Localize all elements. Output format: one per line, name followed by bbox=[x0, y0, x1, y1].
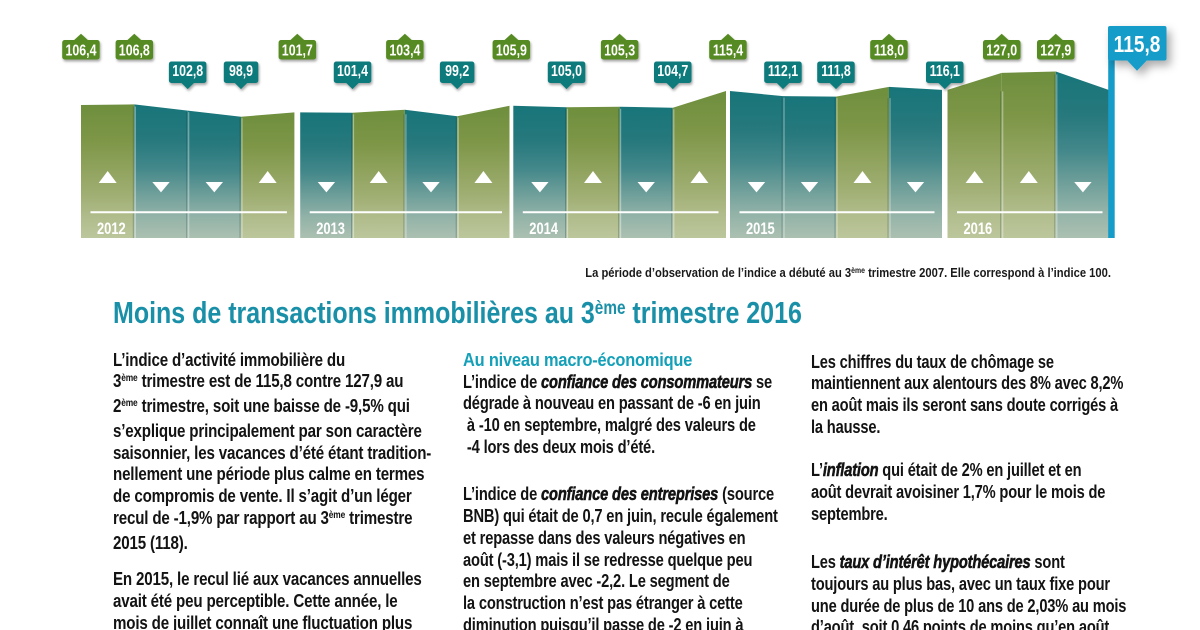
svg-text:118,0: 118,0 bbox=[874, 41, 904, 59]
svg-text:112,1: 112,1 bbox=[768, 61, 798, 79]
svg-text:105,9: 105,9 bbox=[496, 41, 527, 59]
svg-text:106,4: 106,4 bbox=[66, 41, 97, 59]
svg-text:115,4: 115,4 bbox=[713, 41, 743, 59]
svg-text:2015: 2015 bbox=[746, 219, 775, 238]
svg-text:2012: 2012 bbox=[97, 219, 126, 238]
svg-text:116,1: 116,1 bbox=[930, 61, 960, 79]
svg-text:99,2: 99,2 bbox=[445, 61, 469, 79]
svg-text:105,3: 105,3 bbox=[604, 41, 635, 59]
svg-text:101,4: 101,4 bbox=[337, 61, 368, 79]
svg-text:115,8: 115,8 bbox=[1114, 32, 1161, 57]
svg-text:106,8: 106,8 bbox=[119, 41, 150, 59]
svg-text:2013: 2013 bbox=[316, 219, 345, 238]
svg-text:127,0: 127,0 bbox=[986, 41, 1017, 59]
svg-text:103,4: 103,4 bbox=[389, 41, 420, 59]
svg-text:2014: 2014 bbox=[529, 219, 558, 238]
svg-text:111,8: 111,8 bbox=[821, 61, 851, 79]
svg-text:105,0: 105,0 bbox=[551, 61, 582, 79]
svg-text:101,7: 101,7 bbox=[282, 41, 313, 59]
svg-text:104,7: 104,7 bbox=[657, 61, 688, 79]
svg-text:98,9: 98,9 bbox=[229, 61, 253, 79]
svg-text:102,8: 102,8 bbox=[172, 61, 203, 79]
svg-text:127,9: 127,9 bbox=[1040, 41, 1071, 59]
svg-text:2016: 2016 bbox=[964, 219, 993, 238]
